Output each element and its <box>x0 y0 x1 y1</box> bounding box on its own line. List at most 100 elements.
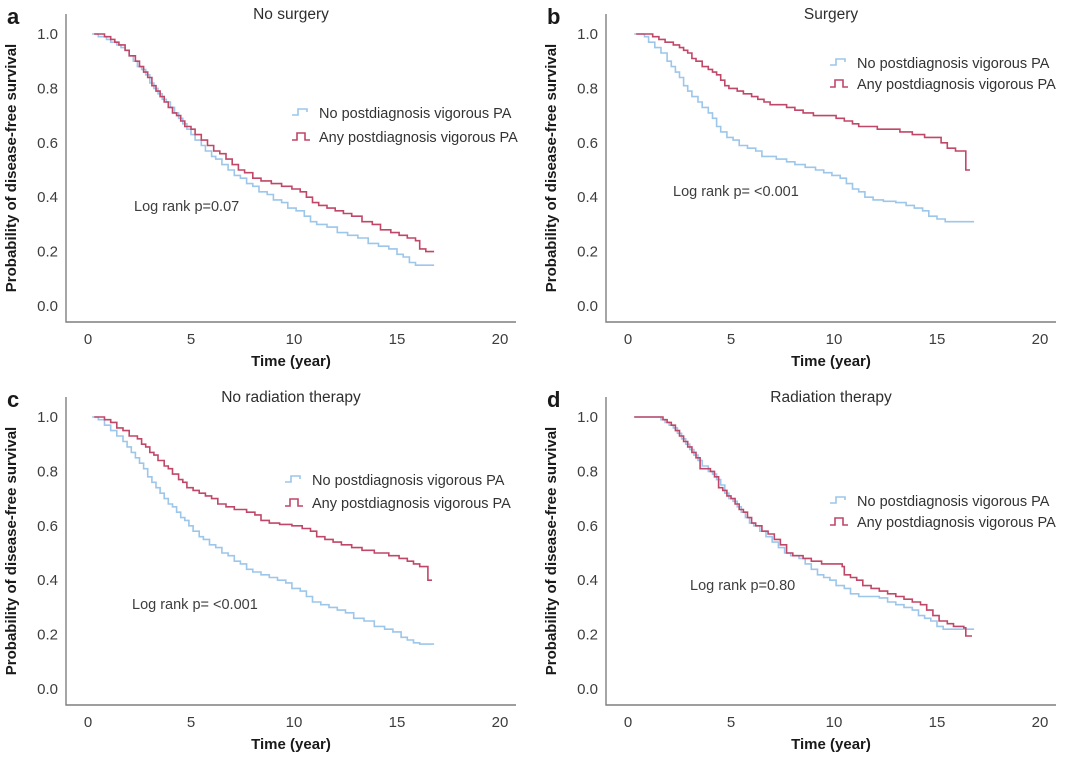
legend-marker-any-pa-icon <box>830 517 848 526</box>
legend-item: Any postdiagnosis vigorous PA <box>285 496 511 512</box>
y-tick-label: 1.0 <box>577 26 598 43</box>
x-tick-label: 15 <box>389 331 406 348</box>
legend-label: No postdiagnosis vigorous PA <box>857 494 1050 510</box>
y-axis-label: Probability of disease-free survival <box>543 427 560 675</box>
legend-label: No postdiagnosis vigorous PA <box>857 56 1050 72</box>
km-plot-d: d Radiation therapy 1.0 0.8 0.6 0.4 0.2 0.0 0 5 10… <box>543 387 1056 753</box>
y-tick-label: 0.2 <box>577 627 598 644</box>
y-tick-label: 0.0 <box>37 681 58 698</box>
y-tick-label: 0.0 <box>577 681 598 698</box>
y-axis-label: Probability of disease-free survival <box>3 44 20 292</box>
legend-marker-any-pa-icon <box>292 132 310 141</box>
x-tick-label: 5 <box>187 714 195 731</box>
y-tick-label: 1.0 <box>577 409 598 426</box>
y-tick-label: 0.0 <box>37 298 58 315</box>
legend-marker-no-pa-icon <box>292 108 308 116</box>
y-tick-label: 0.8 <box>577 463 598 480</box>
x-tick-label: 5 <box>187 331 195 348</box>
x-axis-label: Time (year) <box>251 353 331 370</box>
x-tick-label: 15 <box>929 331 946 348</box>
legend-item: No postdiagnosis vigorous PA <box>292 106 512 122</box>
x-tick-label: 20 <box>1032 714 1049 731</box>
y-tick-label: 0.8 <box>37 80 58 97</box>
x-tick-label: 10 <box>826 714 843 731</box>
y-tick-label: 0.6 <box>577 135 598 152</box>
x-tick-label: 15 <box>389 714 406 731</box>
legend-label: No postdiagnosis vigorous PA <box>319 106 512 122</box>
y-tick-label: 0.4 <box>37 572 58 589</box>
axes-lines <box>65 397 516 706</box>
panel-a-no-surgery: a No surgery 1.0 0.8 0.6 0.4 0.2 0.0 0 5 10 15 20 Tim… <box>0 0 540 384</box>
panel-letter: a <box>7 4 20 29</box>
x-axis-label: Time (year) <box>251 736 331 753</box>
y-tick-label: 0.4 <box>37 189 58 206</box>
panel-d-radiation-therapy: d Radiation therapy 1.0 0.8 0.6 0.4 0.2 0.0 0 5 10… <box>540 383 1080 767</box>
y-tick-label: 1.0 <box>37 409 58 426</box>
y-tick-label: 0.6 <box>37 135 58 152</box>
panel-c-no-radiation-therapy: c No radiation therapy 1.0 0.8 0.6 0.4 0.2 0.0 0… <box>0 383 540 767</box>
log-rank-annotation: Log rank p=0.80 <box>690 578 795 594</box>
legend-label: Any postdiagnosis vigorous PA <box>857 515 1056 531</box>
x-axis-label: Time (year) <box>791 353 871 370</box>
curve-no-pa <box>92 416 435 645</box>
y-tick-label: 0.2 <box>577 244 598 261</box>
legend-item: No postdiagnosis vigorous PA <box>830 494 1050 510</box>
y-tick-label: 0.8 <box>577 80 598 97</box>
log-rank-annotation: Log rank p= <0.001 <box>132 597 258 613</box>
x-tick-label: 20 <box>492 714 509 731</box>
axes-lines <box>605 397 1056 706</box>
y-tick-label: 0.2 <box>37 244 58 261</box>
legend-label: Any postdiagnosis vigorous PA <box>319 130 518 146</box>
curve-no-pa <box>92 33 435 266</box>
log-rank-annotation: Log rank p=0.07 <box>134 199 239 215</box>
legend-marker-no-pa-icon <box>285 475 301 483</box>
y-tick-label: 1.0 <box>37 26 58 43</box>
axes-lines <box>65 14 516 323</box>
panel-letter: d <box>547 387 560 412</box>
x-tick-label: 20 <box>492 331 509 348</box>
y-tick-label: 0.2 <box>37 627 58 644</box>
panel-b-surgery: b Surgery 1.0 0.8 0.6 0.4 0.2 0.0 0 5 10 15 20 Time (… <box>540 0 1080 384</box>
panel-letter: c <box>7 387 19 412</box>
y-tick-label: 0.8 <box>37 463 58 480</box>
legend-item: No postdiagnosis vigorous PA <box>830 56 1050 72</box>
curve-any-pa <box>94 416 432 581</box>
legend-label: Any postdiagnosis vigorous PA <box>857 77 1056 93</box>
y-tick-label: 0.6 <box>37 518 58 535</box>
legend-item: Any postdiagnosis vigorous PA <box>830 515 1056 531</box>
curve-no-pa <box>634 33 975 223</box>
panel-title: Radiation therapy <box>770 389 892 406</box>
x-tick-label: 5 <box>727 714 735 731</box>
panel-title: Surgery <box>804 6 859 23</box>
legend-label: Any postdiagnosis vigorous PA <box>312 496 511 512</box>
y-tick-label: 0.6 <box>577 518 598 535</box>
legend-label: No postdiagnosis vigorous PA <box>312 473 505 489</box>
curve-any-pa <box>634 416 972 637</box>
x-tick-label: 0 <box>624 331 632 348</box>
legend-marker-no-pa-icon <box>830 496 846 504</box>
y-axis-label: Probability of disease-free survival <box>3 427 20 675</box>
panel-title: No surgery <box>253 6 329 23</box>
x-axis-label: Time (year) <box>791 736 871 753</box>
x-tick-label: 10 <box>826 331 843 348</box>
axes-lines <box>605 14 1056 323</box>
curve-any-pa <box>94 33 435 253</box>
legend-item: Any postdiagnosis vigorous PA <box>292 130 518 146</box>
km-plot-a: a No surgery 1.0 0.8 0.6 0.4 0.2 0.0 0 5 10 15 20 Tim… <box>3 4 518 370</box>
panel-title: No radiation therapy <box>221 389 361 406</box>
y-axis-label: Probability of disease-free survival <box>543 44 560 292</box>
x-tick-label: 10 <box>286 714 303 731</box>
log-rank-annotation: Log rank p= <0.001 <box>673 184 799 200</box>
legend-item: No postdiagnosis vigorous PA <box>285 473 505 489</box>
km-plot-c: c No radiation therapy 1.0 0.8 0.6 0.4 0.2 0.0 0… <box>3 387 516 753</box>
legend-marker-any-pa-icon <box>830 79 848 88</box>
x-tick-label: 0 <box>84 331 92 348</box>
x-tick-label: 10 <box>286 331 303 348</box>
y-tick-label: 0.4 <box>577 189 598 206</box>
x-tick-label: 0 <box>624 714 632 731</box>
curve-any-pa <box>636 33 970 171</box>
legend-marker-no-pa-icon <box>830 58 846 66</box>
y-tick-label: 0.4 <box>577 572 598 589</box>
km-plot-b: b Surgery 1.0 0.8 0.6 0.4 0.2 0.0 0 5 10 15 20 Time (… <box>543 4 1056 370</box>
panel-letter: b <box>547 4 560 29</box>
